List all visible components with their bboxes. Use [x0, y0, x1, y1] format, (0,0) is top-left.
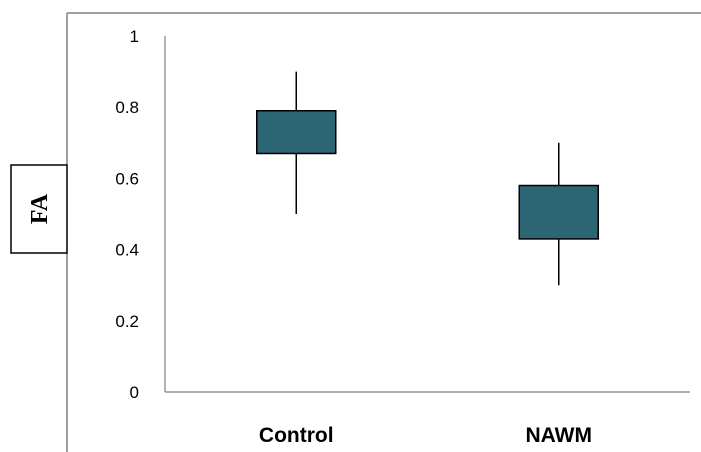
y-tick-labels: 0 0.2 0.4 0.6 0.8 1: [115, 27, 139, 402]
x-category-labels: Control NAWM: [259, 424, 592, 447]
box-nawm: [518, 184, 599, 240]
box-control: [256, 110, 337, 155]
y-tick-label: 0.4: [115, 241, 139, 260]
x-category-label: Control: [259, 424, 334, 447]
y-tick-label: 0: [130, 383, 139, 402]
x-category-label: NAWM: [526, 424, 593, 447]
y-tick-label: 0.2: [115, 312, 139, 331]
y-tick-label: 1: [130, 27, 139, 46]
box-plot-series: [256, 71, 599, 286]
y-axis-label-box: [10, 164, 68, 254]
y-tick-label: 0.8: [115, 98, 139, 117]
y-tick-label: 0.6: [115, 169, 139, 188]
y-axis-label: FA: [27, 193, 53, 224]
